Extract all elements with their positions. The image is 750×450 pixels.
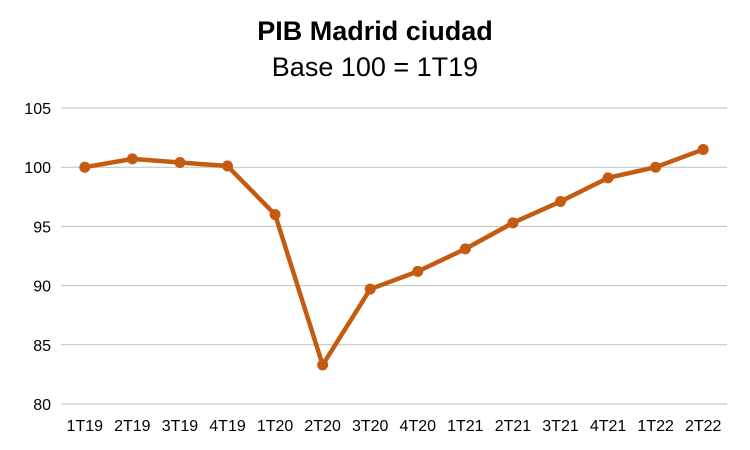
data-point	[222, 160, 233, 172]
y-tick-label: 100	[24, 160, 51, 177]
y-tick-label: 80	[33, 397, 51, 414]
data-point	[650, 161, 662, 173]
y-tick-label: 85	[33, 338, 51, 355]
data-point	[555, 196, 566, 208]
x-tick-label: 4T20	[400, 418, 437, 435]
chart-subtitle: Base 100 = 1T19	[271, 52, 479, 82]
x-tick-label: 3T20	[352, 418, 389, 435]
x-tick-label: 2T21	[495, 418, 532, 435]
x-tick-label: 1T19	[67, 418, 104, 435]
data-point	[697, 143, 709, 155]
data-point	[459, 243, 471, 255]
y-tick-label: 105	[24, 101, 51, 118]
y-tick-label: 95	[33, 219, 51, 236]
y-tick-label: 90	[33, 279, 51, 296]
x-tick-label: 1T20	[257, 418, 294, 435]
x-tick-label: 1T22	[637, 418, 674, 435]
data-point	[412, 265, 424, 277]
x-tick-label: 4T21	[590, 418, 627, 435]
x-tick-label: 1T21	[447, 418, 484, 435]
data-point	[364, 283, 376, 295]
x-tick-label: 2T19	[114, 418, 151, 435]
x-tick-label: 2T20	[304, 418, 341, 435]
x-tick-label: 4T19	[209, 418, 246, 435]
data-point	[269, 209, 281, 221]
data-point	[507, 217, 519, 229]
x-tick-label: 3T19	[162, 418, 199, 435]
data-point	[602, 172, 614, 184]
series-line	[82, 147, 706, 368]
chart-title: PIB Madrid ciudad	[257, 16, 493, 46]
data-point	[79, 161, 91, 173]
data-point	[317, 359, 329, 371]
x-tick-label: 3T21	[542, 418, 579, 435]
data-point	[126, 153, 138, 165]
data-point	[174, 156, 186, 168]
x-tick-label: 2T22	[685, 418, 722, 435]
